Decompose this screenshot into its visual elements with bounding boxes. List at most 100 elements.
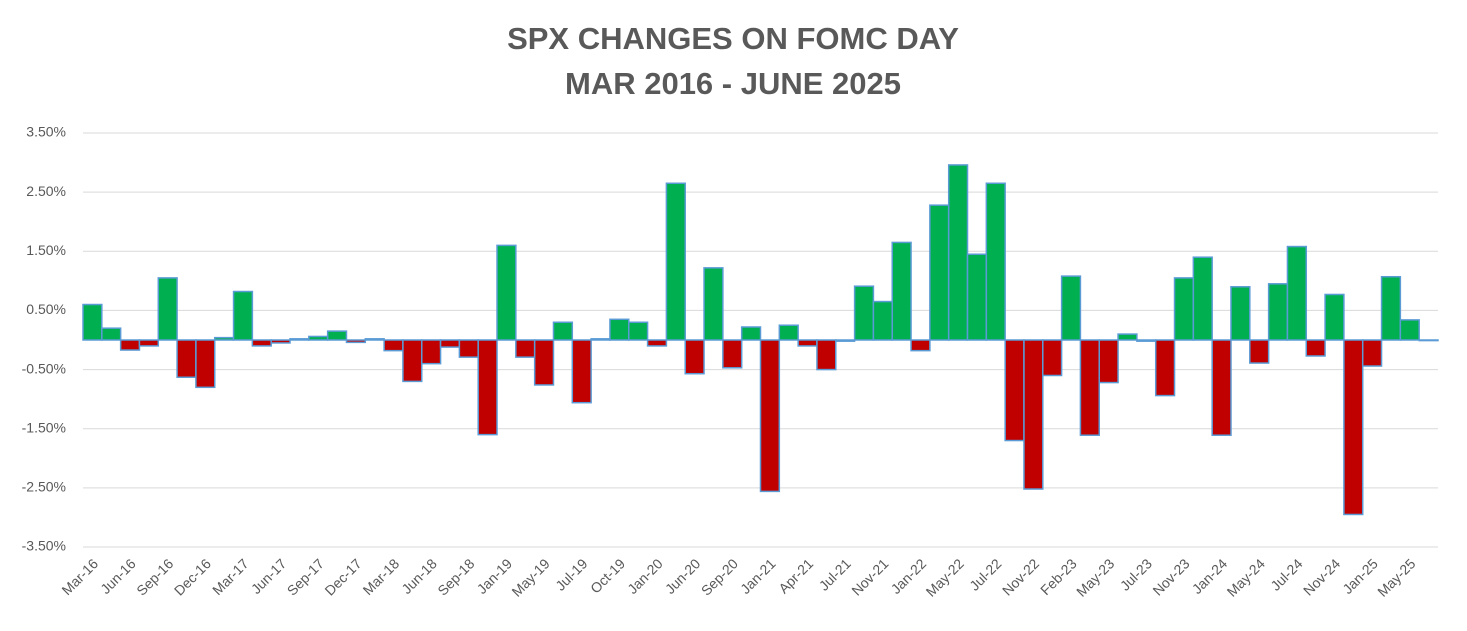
bar [157, 277, 178, 341]
bar [439, 339, 461, 348]
x-tick-label: Sep-16 [133, 555, 176, 598]
x-tick-label: Jan-19 [474, 555, 516, 597]
bar [195, 339, 216, 389]
chart-title: SPX CHANGES ON FOMC DAY [507, 21, 959, 56]
bar [1418, 339, 1439, 342]
bar [251, 339, 272, 347]
x-tick-label: May-22 [923, 555, 967, 599]
x-tick-label: May-25 [1374, 555, 1418, 599]
x-tick-label: Nov-21 [848, 555, 891, 598]
x-tick-label: Feb-23 [1037, 555, 1080, 598]
bar [533, 339, 555, 386]
bar [910, 339, 931, 352]
bar [326, 330, 348, 341]
bar [1267, 283, 1289, 341]
bar [1136, 339, 1157, 342]
bar [421, 339, 442, 365]
x-tick-label: Nov-23 [1149, 555, 1192, 598]
bar [778, 324, 799, 341]
bar [1079, 339, 1100, 436]
bar [722, 339, 743, 369]
x-tick-label: Jun-17 [248, 555, 290, 597]
bar [1343, 339, 1364, 516]
bar [119, 339, 141, 351]
bar [740, 326, 762, 341]
x-tick-label: Mar-16 [58, 555, 101, 598]
bar [684, 339, 705, 375]
bar [891, 241, 912, 341]
x-tick-label: Jan-24 [1189, 555, 1231, 597]
bar [308, 335, 329, 341]
bar [703, 267, 724, 341]
bar [1211, 339, 1232, 436]
bar [1230, 286, 1251, 341]
bar [1324, 293, 1345, 341]
x-tick-label: Jun-16 [97, 555, 139, 597]
y-tick-label: 3.50% [26, 124, 66, 140]
bar [797, 339, 818, 347]
bar [1023, 339, 1044, 490]
bar [232, 290, 254, 341]
bar [966, 253, 988, 341]
bar [176, 339, 197, 379]
x-tick-label: Jan-20 [624, 555, 666, 597]
bar [947, 164, 969, 341]
bar [364, 338, 385, 341]
chart-subtitle: MAR 2016 - JUNE 2025 [565, 66, 901, 101]
bar [609, 318, 630, 341]
bar [646, 339, 668, 347]
bar [101, 327, 122, 341]
bar [270, 339, 291, 344]
x-tick-label: Nov-22 [999, 555, 1042, 598]
bar [82, 303, 103, 341]
x-tick-label: Apr-21 [775, 555, 816, 596]
x-tick-label: May-23 [1073, 555, 1117, 599]
x-tick-label: Jul-19 [552, 555, 590, 593]
bar [1399, 319, 1420, 341]
bar [515, 339, 536, 358]
bar [665, 182, 686, 341]
x-tick-label: Dec-16 [171, 555, 214, 598]
y-tick-label: -0.50% [22, 360, 66, 376]
x-tick-label: Jun-20 [662, 555, 704, 597]
bar [213, 336, 235, 341]
bar [1361, 339, 1383, 367]
x-tick-label: Jun-18 [398, 555, 440, 597]
bar [1249, 339, 1270, 364]
bar [1192, 256, 1213, 341]
bar [345, 339, 367, 344]
bar [1042, 339, 1063, 377]
bar [477, 339, 498, 436]
bar [835, 339, 856, 342]
bar [853, 285, 875, 341]
y-tick-label: 2.50% [26, 183, 66, 199]
bar [571, 339, 592, 404]
x-tick-label: Dec-17 [321, 555, 364, 598]
bar [383, 339, 404, 352]
bar [1286, 245, 1308, 341]
x-tick-label: Jan-22 [888, 555, 930, 597]
bar [985, 182, 1006, 341]
bar [289, 338, 310, 341]
y-tick-label: -3.50% [22, 538, 66, 554]
bar [1380, 275, 1402, 341]
bar [458, 339, 479, 358]
y-tick-label: -2.50% [22, 479, 66, 495]
bar [872, 300, 893, 341]
bar [1117, 333, 1138, 341]
bar [138, 339, 160, 347]
bar [1154, 339, 1176, 397]
x-tick-label: Sep-18 [434, 555, 477, 598]
x-tick-label: Mar-17 [209, 555, 252, 598]
bar [402, 339, 423, 383]
y-tick-label: -1.50% [22, 419, 66, 435]
bar [929, 204, 950, 341]
bar [496, 244, 517, 341]
bar [628, 321, 649, 341]
x-tick-label: May-24 [1224, 555, 1268, 599]
x-tick-label: Mar-18 [360, 555, 403, 598]
bar [1004, 339, 1025, 442]
bar [759, 339, 781, 493]
x-tick-label: Jan-21 [737, 555, 779, 597]
